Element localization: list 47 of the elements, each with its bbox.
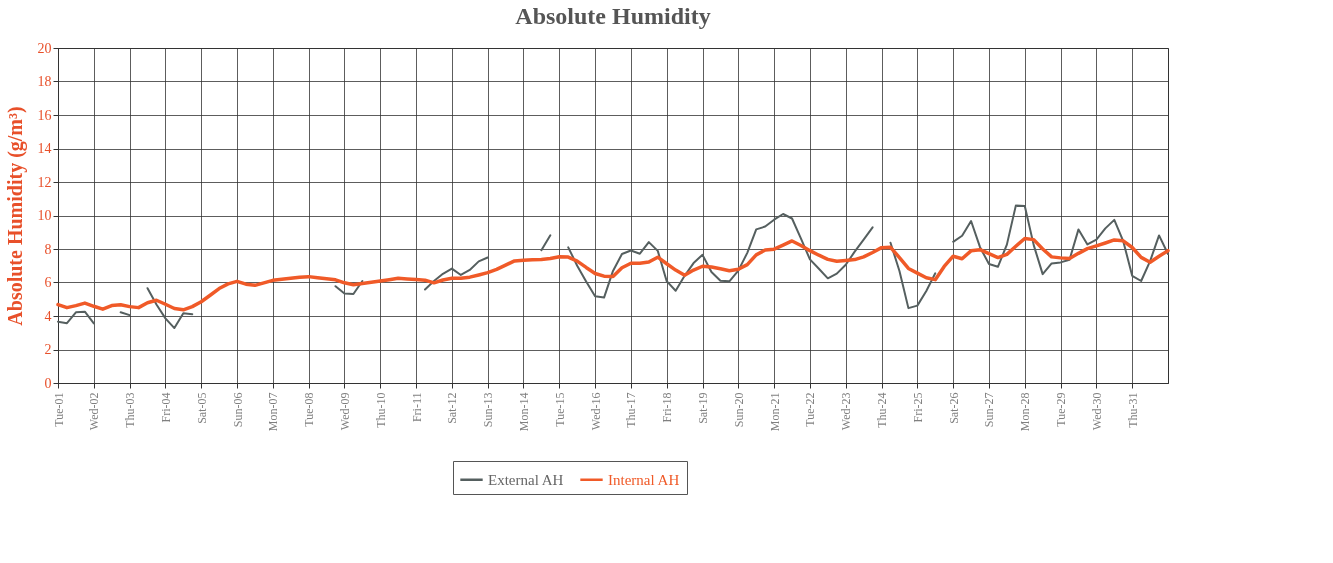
x-tick-label: Thu-24	[875, 392, 890, 428]
y-tick-label: 12	[37, 174, 52, 190]
x-tick-label: Wed-23	[839, 392, 854, 431]
x-tick-label: Thu-31	[1125, 392, 1140, 428]
y-tick-label: 20	[37, 40, 52, 56]
x-tick-label: Sat-12	[445, 392, 460, 424]
x-tick-label: Wed-09	[337, 392, 352, 431]
y-tick-label: 10	[37, 208, 52, 223]
x-tick-label: Tue-29	[1054, 392, 1069, 427]
y-tick-label: 0	[44, 375, 52, 391]
x-tick-label: Tue-08	[302, 392, 317, 427]
x-tick-label: Sun-13	[481, 392, 496, 428]
y-tick-label: 8	[44, 241, 52, 257]
x-tick-label: Fri-04	[158, 392, 173, 423]
x-tick-label: Sun-27	[982, 392, 997, 428]
x-tick-label: Mon-28	[1018, 392, 1033, 432]
legend-label: External AH	[488, 471, 564, 488]
line-series	[56, 236, 1170, 312]
x-tick-label: Fri-11	[409, 392, 424, 423]
y-tick-label: 18	[37, 74, 52, 89]
x-tick-label: Tue-01	[51, 392, 66, 427]
x-tick-label: Tue-15	[552, 392, 567, 427]
x-tick-label: Sat-19	[696, 392, 711, 424]
x-tick-label: Sun-20	[731, 392, 746, 428]
x-tick-label: Wed-30	[1089, 392, 1104, 431]
x-tick-label: Thu-17	[624, 392, 639, 428]
y-tick-label: 16	[37, 107, 52, 123]
x-tick-label: Thu-03	[123, 392, 138, 428]
y-tick-label: 2	[44, 342, 52, 357]
x-tick-label: Mon-07	[266, 392, 281, 432]
x-tick-label: Fri-25	[910, 392, 925, 423]
x-tick-label: Tue-22	[803, 392, 818, 427]
chart-title: Absolute Humidity	[515, 3, 711, 29]
y-tick-label: 14	[37, 141, 52, 156]
x-tick-label: Sat-05	[194, 392, 209, 424]
x-tick-label: Mon-21	[767, 392, 782, 432]
y-axis-title: Absolute Humidity (g/m³)	[3, 106, 27, 326]
x-tick-label: Fri-18	[660, 392, 675, 423]
x-tick-label: Wed-16	[588, 392, 603, 431]
x-tick-label: Sat-26	[946, 392, 961, 424]
x-tick-label: Sun-06	[230, 392, 245, 428]
x-tick-label: Thu-10	[373, 392, 388, 428]
x-tick-label: Mon-14	[516, 392, 531, 432]
x-tick-label: Wed-02	[87, 392, 102, 431]
y-tick-label: 6	[44, 275, 52, 290]
y-tick-label: 4	[44, 308, 52, 324]
legend-label: Internal AH	[608, 471, 680, 488]
